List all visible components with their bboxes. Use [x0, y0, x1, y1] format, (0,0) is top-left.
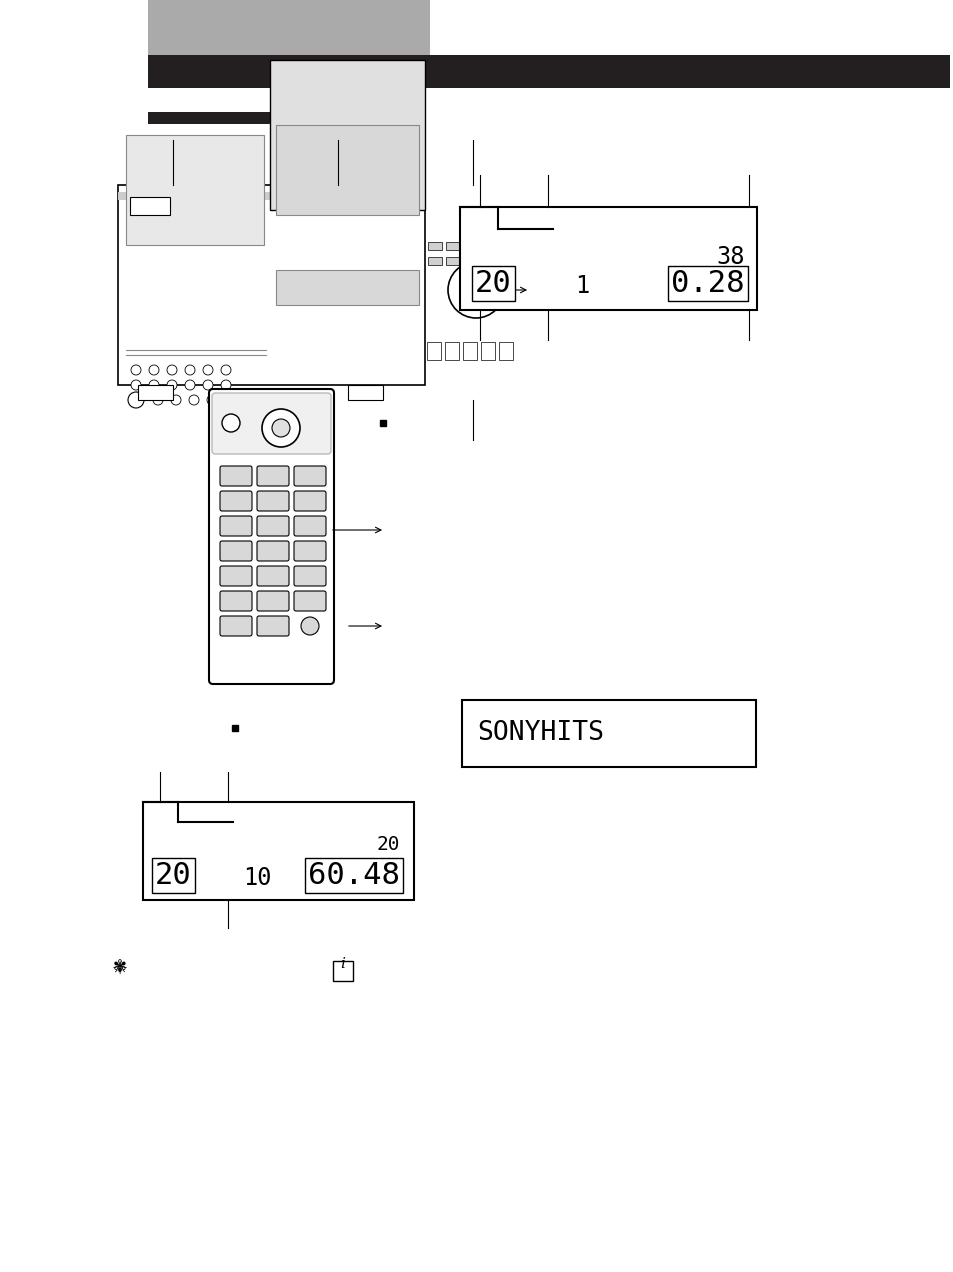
FancyBboxPatch shape	[294, 541, 326, 561]
Bar	[427, 342, 440, 360]
Text: 20: 20	[154, 861, 192, 890]
FancyBboxPatch shape	[220, 566, 252, 586]
Circle shape	[448, 262, 503, 318]
Bar	[275, 270, 418, 305]
Text: 38: 38	[716, 245, 744, 268]
FancyBboxPatch shape	[220, 491, 252, 511]
Bar	[428, 257, 441, 265]
FancyBboxPatch shape	[212, 393, 331, 454]
Text: 20: 20	[475, 268, 511, 298]
Circle shape	[203, 365, 213, 375]
Circle shape	[471, 285, 480, 295]
Bar	[480, 342, 495, 360]
Bar	[463, 257, 477, 265]
FancyBboxPatch shape	[256, 516, 289, 536]
Circle shape	[225, 396, 234, 404]
Circle shape	[221, 380, 231, 391]
FancyBboxPatch shape	[209, 389, 334, 684]
Circle shape	[301, 617, 318, 635]
Bar	[148, 112, 359, 123]
Circle shape	[152, 396, 163, 404]
FancyBboxPatch shape	[220, 466, 252, 486]
Circle shape	[207, 396, 216, 404]
Text: 20: 20	[376, 834, 399, 854]
FancyBboxPatch shape	[256, 566, 289, 586]
Bar	[428, 242, 441, 251]
Bar	[446, 242, 459, 251]
Bar	[118, 192, 424, 200]
Circle shape	[149, 380, 159, 391]
Bar	[498, 342, 513, 360]
Text: 0.28: 0.28	[671, 268, 744, 298]
FancyBboxPatch shape	[256, 541, 289, 561]
Bar	[148, 55, 949, 88]
Bar	[130, 197, 170, 215]
Text: ☼: ☼	[112, 960, 128, 978]
FancyBboxPatch shape	[294, 566, 326, 586]
Text: ✾: ✾	[113, 958, 127, 976]
Circle shape	[171, 396, 181, 404]
Circle shape	[185, 380, 194, 391]
FancyBboxPatch shape	[294, 466, 326, 486]
Text: 1: 1	[575, 273, 589, 298]
Circle shape	[189, 396, 199, 404]
Circle shape	[149, 365, 159, 375]
FancyBboxPatch shape	[294, 516, 326, 536]
FancyBboxPatch shape	[294, 591, 326, 611]
Bar	[348, 385, 382, 399]
Bar	[333, 962, 353, 981]
FancyBboxPatch shape	[220, 516, 252, 536]
Circle shape	[262, 410, 299, 446]
Bar	[444, 342, 458, 360]
Circle shape	[185, 365, 194, 375]
FancyBboxPatch shape	[256, 491, 289, 511]
FancyBboxPatch shape	[220, 591, 252, 611]
Bar	[118, 184, 424, 385]
FancyBboxPatch shape	[220, 616, 252, 636]
Bar	[446, 257, 459, 265]
Text: 10: 10	[243, 866, 272, 890]
Bar	[126, 135, 264, 245]
Circle shape	[131, 380, 141, 391]
Circle shape	[131, 365, 141, 375]
Bar	[143, 803, 414, 901]
Circle shape	[462, 277, 489, 303]
Bar	[463, 242, 477, 251]
Bar	[462, 342, 476, 360]
FancyBboxPatch shape	[256, 466, 289, 486]
Bar	[459, 207, 757, 310]
Circle shape	[221, 365, 231, 375]
Circle shape	[167, 380, 177, 391]
Bar	[148, 0, 430, 55]
Bar	[275, 125, 418, 215]
Bar	[270, 60, 424, 210]
Bar	[138, 385, 172, 399]
Circle shape	[222, 413, 240, 432]
Circle shape	[272, 418, 290, 438]
Circle shape	[167, 365, 177, 375]
Bar	[461, 700, 755, 767]
Text: SONYHITS: SONYHITS	[476, 720, 603, 747]
Circle shape	[203, 380, 213, 391]
Text: 60.48: 60.48	[308, 861, 399, 890]
Circle shape	[128, 392, 144, 408]
Text: i: i	[340, 957, 345, 971]
FancyBboxPatch shape	[256, 616, 289, 636]
FancyBboxPatch shape	[256, 591, 289, 611]
FancyBboxPatch shape	[220, 541, 252, 561]
FancyBboxPatch shape	[294, 491, 326, 511]
